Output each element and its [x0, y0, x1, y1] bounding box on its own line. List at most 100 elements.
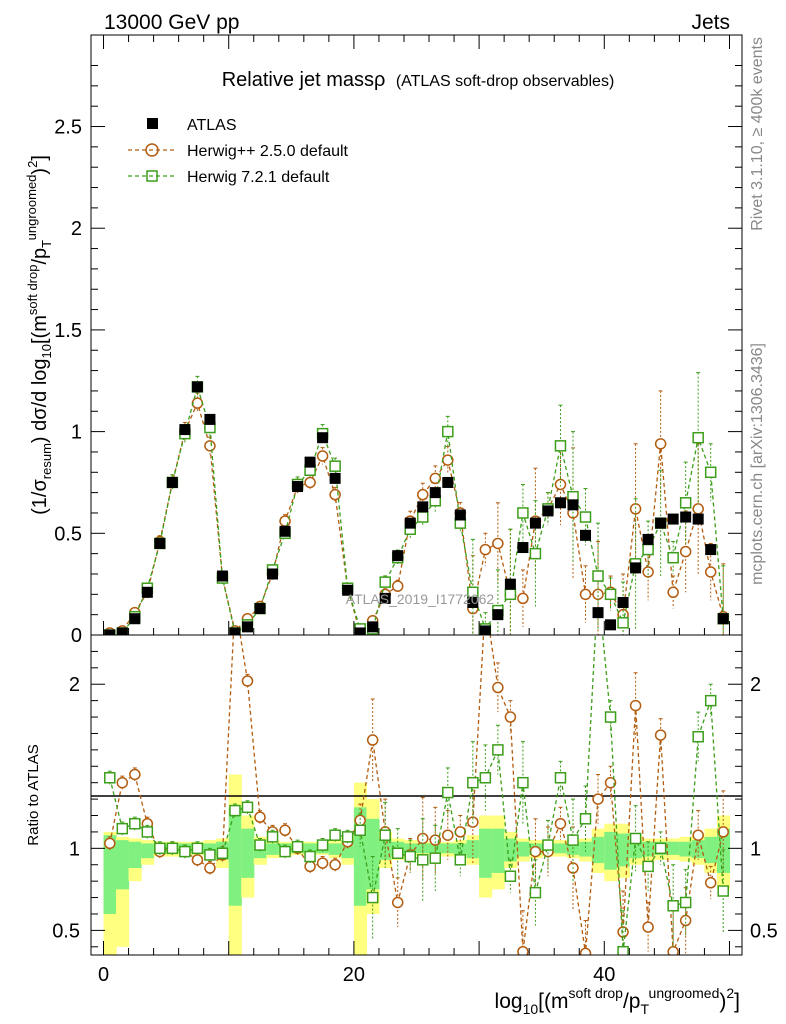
data-point — [642, 566, 654, 578]
atlas-point — [279, 525, 291, 537]
data-point — [567, 834, 579, 846]
atlas-point — [204, 413, 216, 425]
band-green-bin — [704, 836, 718, 864]
atlas-point — [317, 432, 329, 444]
axis-ticks — [91, 35, 742, 955]
data-point — [479, 772, 492, 784]
ratio-y-tick-label: 0.5 — [52, 920, 80, 942]
atlas-point — [129, 613, 141, 625]
data-point — [592, 793, 604, 805]
data-point — [704, 566, 717, 578]
x-tick-label: 0 — [98, 964, 109, 986]
rivet-version: Rivet 3.1.10, ≥ 400k events — [749, 37, 766, 231]
data-point — [329, 829, 341, 841]
data-point — [179, 845, 191, 858]
analysis-watermark: ATLAS_2019_I1772062 — [346, 591, 495, 607]
data-point — [129, 768, 141, 781]
data-point — [617, 617, 629, 629]
legend-marker-herwigpp — [145, 143, 159, 157]
data-point — [229, 804, 241, 817]
data-point — [454, 826, 467, 838]
data-point — [504, 711, 517, 723]
atlas-point — [104, 629, 116, 635]
data-point — [379, 576, 391, 588]
atlas-point — [454, 509, 466, 521]
data-point — [216, 847, 229, 860]
data-point — [554, 817, 567, 830]
band-green-bin — [679, 841, 693, 857]
data-point — [692, 730, 704, 743]
data-point — [366, 734, 379, 746]
legend-label-herwig7: Herwig 7.2.1 default — [187, 169, 330, 186]
data-point — [554, 478, 567, 491]
atlas-point — [692, 513, 704, 525]
band-green-bin — [554, 843, 568, 854]
data-point — [429, 472, 442, 485]
data-point — [379, 829, 391, 841]
data-point — [654, 729, 667, 741]
data-point — [517, 507, 529, 519]
ratio-bands — [103, 774, 731, 955]
atlas-point — [342, 584, 354, 596]
data-point — [204, 849, 216, 861]
data-point — [617, 945, 629, 955]
data-point — [254, 811, 266, 823]
data-point — [704, 877, 717, 889]
ratio-series — [104, 635, 729, 955]
atlas-point — [617, 596, 629, 608]
legend-entry-atlas: ATLAS — [147, 117, 237, 134]
band-green-bin — [691, 840, 706, 859]
atlas-point — [492, 609, 504, 621]
atlas-point — [542, 505, 554, 517]
legend-entry-herwig7: Herwig 7.2.1 default — [128, 169, 330, 186]
atlas-point — [304, 456, 316, 468]
main-y-axis-label: (1/σresum) dσ/d log10[(msoft drop/pTungr… — [24, 155, 54, 515]
atlas-point — [529, 517, 541, 529]
data-point — [604, 776, 617, 789]
data-point — [667, 586, 679, 599]
band-green-bin — [103, 835, 117, 914]
band-green-bin — [566, 843, 580, 855]
main-series — [104, 372, 729, 635]
atlas-point — [267, 568, 279, 580]
atlas-point — [216, 570, 228, 582]
data-point — [316, 450, 329, 462]
data-point — [579, 947, 592, 955]
axis-tick-labels: 00.511.522.50.5 0.51 12 20 20 40 — [52, 117, 778, 986]
atlas-point — [504, 578, 516, 590]
data-point — [454, 854, 467, 866]
ratio-y-tick-label: 2 — [69, 674, 80, 696]
data-point — [204, 862, 216, 874]
atlas-point — [467, 596, 479, 608]
band-green-bin — [504, 838, 518, 862]
band-green-bin — [116, 840, 130, 890]
data-point — [442, 829, 454, 841]
band-green-bin — [641, 841, 655, 857]
band-green-bin — [629, 840, 643, 859]
data-point — [241, 801, 254, 814]
data-point — [442, 425, 454, 438]
atlas-point — [116, 627, 128, 635]
band-green-bin — [479, 828, 493, 878]
data-point — [354, 824, 366, 837]
data-point — [191, 397, 204, 409]
atlas-point — [592, 607, 604, 619]
data-point — [241, 675, 254, 687]
atlas-point — [705, 544, 717, 556]
data-point — [654, 842, 667, 855]
atlas-point — [655, 517, 667, 529]
data-point — [492, 681, 504, 694]
band-green-bin — [141, 843, 155, 859]
data-point — [254, 839, 266, 851]
x-tick-label: 40 — [593, 964, 615, 986]
data-point — [717, 826, 729, 838]
data-point — [629, 699, 642, 712]
data-point — [391, 847, 404, 860]
data-point — [204, 440, 216, 452]
data-point — [366, 891, 379, 904]
atlas-point — [354, 627, 366, 635]
data-point — [116, 776, 129, 789]
data-point — [492, 537, 504, 550]
data-point — [492, 744, 504, 756]
